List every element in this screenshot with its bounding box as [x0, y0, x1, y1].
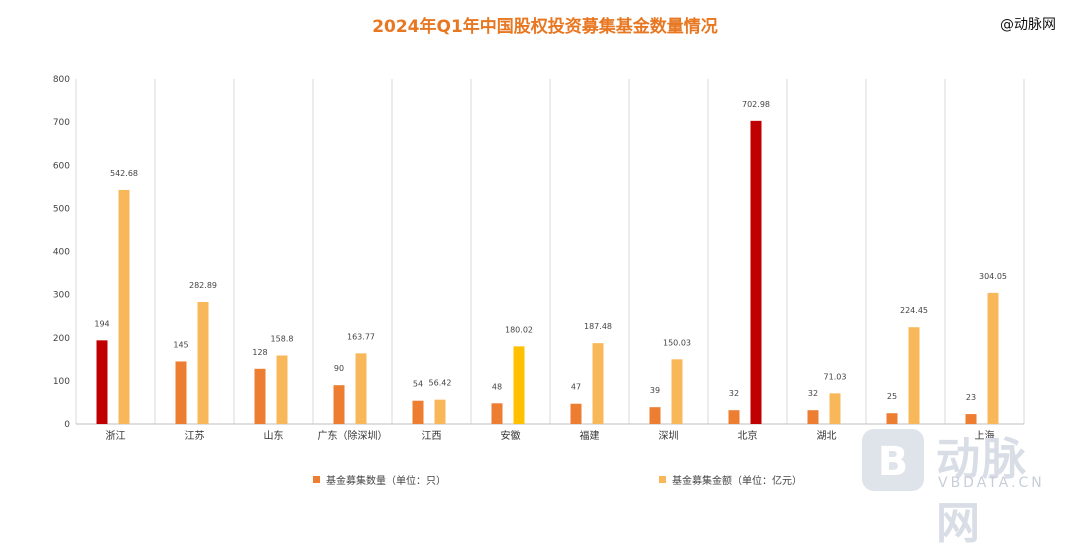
- data-label-count: 145: [173, 340, 188, 349]
- data-label-amount: 702.98: [742, 100, 770, 109]
- bar-amount: [434, 399, 446, 424]
- y-tick-label: 800: [53, 75, 70, 85]
- legend-item-amount: 基金募集金额（单位：亿元）: [659, 472, 802, 487]
- data-label-count: 48: [492, 382, 502, 391]
- data-label-amount: 187.48: [584, 322, 612, 331]
- bars: [96, 120, 999, 424]
- x-tick-label: 上海: [975, 429, 995, 442]
- bar-amount: [592, 343, 604, 424]
- bar-count: [807, 410, 819, 424]
- legend-label-count: 基金募集数量（单位：只）: [326, 476, 446, 487]
- x-tick-label: 深圳: [659, 430, 679, 442]
- data-label-count: 39: [650, 386, 660, 395]
- bar-amount: [355, 353, 367, 424]
- data-label-count: 128: [252, 348, 267, 357]
- y-tick-label: 400: [53, 248, 70, 258]
- bar-count: [491, 403, 503, 424]
- bar-amount: [276, 355, 288, 424]
- data-labels: 194 542.68 145 282.89 128 158.8 90 163.77 54 56.4…: [94, 100, 1007, 402]
- bar-amount: [671, 359, 683, 424]
- data-label-amount: 282.89: [189, 281, 217, 290]
- y-tick-label: 100: [53, 377, 70, 387]
- data-label-amount: 304.05: [979, 272, 1007, 281]
- data-label-amount: 542.68: [110, 169, 138, 178]
- bar-count: [649, 407, 661, 424]
- bar-count: [570, 403, 582, 424]
- data-label-count: 32: [729, 389, 739, 398]
- legend-item-count: 基金募集数量（单位：只）: [313, 472, 446, 487]
- y-tick-label: 200: [53, 334, 70, 344]
- y-tick-label: 0: [64, 420, 70, 430]
- x-tick-label: 江苏: [185, 429, 205, 442]
- bar-count: [728, 410, 740, 424]
- bar-amount: [197, 302, 209, 424]
- y-axis: 0 100 200 300 400 500 600 700 800: [53, 75, 70, 430]
- bar-amount: [750, 120, 762, 424]
- bar-count: [965, 414, 977, 424]
- bar-count: [886, 413, 898, 424]
- data-label-amount: 71.03: [824, 372, 847, 381]
- x-tick-label: 山东: [264, 429, 284, 442]
- bar-amount: [513, 346, 525, 424]
- data-label-count: 90: [334, 364, 344, 373]
- brand-label: @动脉网: [1000, 17, 1056, 33]
- bar-amount: [987, 292, 999, 424]
- data-label-amount: 180.02: [505, 325, 533, 334]
- watermark: B 动脉网 VBDATA.CN: [858, 425, 1073, 549]
- x-tick-label: 广东（除深圳）: [318, 429, 388, 442]
- grid-lines: [75, 79, 1025, 425]
- data-label-count: 47: [571, 383, 581, 392]
- x-tick-label: 江西: [422, 430, 442, 442]
- bar-amount: [908, 327, 920, 424]
- y-tick-label: 500: [53, 204, 70, 214]
- watermark-logo-icon: B: [862, 429, 924, 491]
- data-label-count: 32: [808, 389, 818, 398]
- bar-count: [254, 368, 266, 424]
- bar-count: [175, 361, 187, 424]
- data-label-amount: 158.8: [271, 335, 294, 344]
- data-label-amount: 163.77: [347, 332, 375, 341]
- x-tick-label: 福建: [580, 429, 600, 442]
- watermark-url: VBDATA.CN: [938, 475, 1045, 491]
- legend-label-amount: 基金募集金额（单位：亿元）: [672, 476, 802, 487]
- chart-title: 2024年Q1年中国股权投资募集基金数量情况: [372, 16, 718, 37]
- data-label-amount: 224.45: [900, 306, 928, 315]
- bar-amount: [829, 393, 841, 424]
- legend-swatch-amount: [659, 476, 666, 483]
- bar-chart: 2024年Q1年中国股权投资募集基金数量情况 0 100 200 300 400 500 6…: [53, 16, 1025, 442]
- y-tick-label: 300: [53, 291, 70, 301]
- data-label-count: 54: [413, 380, 423, 389]
- x-tick-label: 北京: [738, 429, 758, 442]
- x-tick-label: 浙江: [106, 430, 126, 442]
- bar-amount: [118, 189, 130, 424]
- legend-swatch-count: [313, 476, 320, 483]
- y-tick-label: 700: [53, 118, 70, 128]
- data-label-count: 194: [94, 319, 109, 328]
- data-label-count: 25: [887, 392, 897, 401]
- x-tick-label: 安徽: [501, 429, 521, 442]
- x-tick-label: 湖北: [817, 430, 837, 442]
- bar-count: [412, 400, 424, 424]
- data-label-count: 23: [966, 393, 976, 402]
- data-label-amount: 150.03: [663, 338, 691, 347]
- y-tick-label: 600: [53, 161, 70, 171]
- bar-count: [96, 340, 108, 424]
- svg-text:B: B: [878, 439, 909, 485]
- data-label-amount: 56.42: [429, 379, 452, 388]
- bar-count: [333, 385, 345, 424]
